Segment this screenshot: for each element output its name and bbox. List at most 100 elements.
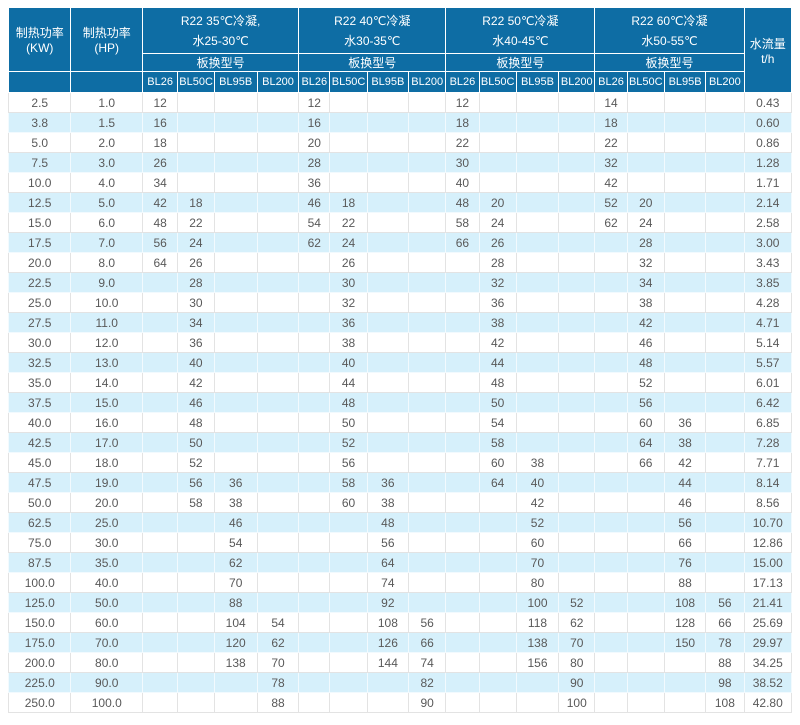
- model-value-cell: [663, 332, 707, 353]
- model-value-cell: 48: [478, 372, 517, 393]
- model-value-cell: [594, 552, 628, 573]
- model-value-cell: [141, 412, 179, 433]
- model-value-cell: 58: [445, 212, 480, 233]
- model-value-cell: 16: [298, 112, 331, 133]
- model-value-cell: [663, 132, 707, 153]
- model-value-cell: [558, 352, 596, 373]
- model-value-cell: 62: [298, 232, 331, 253]
- model-value-cell: 30: [329, 272, 368, 293]
- model-value-cell: [705, 212, 745, 233]
- model-value-cell: [141, 472, 179, 493]
- model-value-cell: 58: [329, 472, 368, 493]
- model-value-cell: [213, 252, 258, 273]
- model-value-cell: [515, 292, 560, 313]
- model-value-cell: [558, 152, 596, 173]
- table-row: 15.0 6.0 48 22 54 22 58 24 62 24 2.58: [7, 212, 793, 233]
- model-value-cell: 66: [705, 612, 745, 633]
- hp-cell: 12.0: [70, 332, 143, 353]
- model-value-cell: 66: [408, 632, 447, 653]
- model-value-cell: [705, 472, 745, 493]
- kw-cell: 3.8: [7, 112, 72, 133]
- model-value-cell: [705, 532, 745, 553]
- model-value-cell: [445, 472, 480, 493]
- model-value-cell: [141, 372, 179, 393]
- model-value-cell: [298, 672, 331, 693]
- model-value-cell: [256, 292, 300, 313]
- model-value-cell: 66: [663, 532, 707, 553]
- model-value-cell: 36: [298, 172, 331, 193]
- model-value-cell: 16: [141, 112, 179, 133]
- model-value-cell: 38: [626, 292, 665, 313]
- model-value-cell: [478, 132, 517, 153]
- table-row: 45.0 18.0 52 56 60 38 66 42 7.71: [7, 452, 793, 473]
- subcol-bl26: BL26: [141, 71, 179, 93]
- table-row: 100.0 40.0 70 74 80 88 17.13: [7, 572, 793, 593]
- hp-cell: 100.0: [70, 692, 143, 713]
- flow-cell: 2.58: [743, 212, 793, 233]
- model-value-cell: [256, 92, 300, 113]
- model-value-cell: 92: [366, 592, 410, 613]
- table-row: 150.0 60.0 104 54 108 56 118 62 128 66 25.69: [7, 612, 793, 633]
- model-value-cell: [626, 112, 665, 133]
- model-value-cell: 44: [478, 352, 517, 373]
- hp-cell: 1.5: [70, 112, 143, 133]
- model-value-cell: [141, 292, 179, 313]
- model-value-cell: [445, 692, 480, 713]
- model-value-cell: [213, 332, 258, 353]
- model-value-cell: [594, 432, 628, 453]
- model-value-cell: [705, 172, 745, 193]
- kw-cell: 27.5: [7, 312, 72, 333]
- hp-cell: 9.0: [70, 272, 143, 293]
- flow-cell: 2.14: [743, 192, 793, 213]
- model-value-cell: [626, 152, 665, 173]
- model-value-cell: [298, 512, 331, 533]
- model-value-cell: [515, 152, 560, 173]
- table-row: 37.5 15.0 46 48 50 56 6.42: [7, 392, 793, 413]
- model-value-cell: [558, 452, 596, 473]
- model-value-cell: [366, 432, 410, 453]
- kw-cell: 7.5: [7, 152, 72, 173]
- model-value-cell: [594, 572, 628, 593]
- model-value-cell: 38: [366, 492, 410, 513]
- model-value-cell: [256, 452, 300, 473]
- kw-cell: 22.5: [7, 272, 72, 293]
- flow-cell: 21.41: [743, 592, 793, 613]
- model-value-cell: 58: [177, 492, 215, 513]
- model-value-cell: [298, 632, 331, 653]
- model-value-cell: [177, 132, 215, 153]
- model-value-cell: [478, 692, 517, 713]
- model-value-cell: [141, 572, 179, 593]
- model-value-cell: [445, 372, 480, 393]
- model-value-cell: [408, 332, 447, 353]
- model-value-cell: [515, 372, 560, 393]
- model-value-cell: [445, 392, 480, 413]
- model-value-cell: [705, 312, 745, 333]
- water-flow-header: 水流量t/h: [743, 7, 793, 93]
- model-value-cell: [329, 592, 368, 613]
- model-value-cell: [366, 292, 410, 313]
- model-value-cell: [213, 432, 258, 453]
- model-value-cell: [558, 332, 596, 353]
- model-value-cell: [663, 172, 707, 193]
- model-value-cell: [141, 352, 179, 373]
- kw-cell: 17.5: [7, 232, 72, 253]
- subcol-bl95b: BL95B: [213, 71, 258, 93]
- model-value-cell: 54: [298, 212, 331, 233]
- model-value-cell: [408, 412, 447, 433]
- model-value-cell: 36: [213, 472, 258, 493]
- model-value-cell: [515, 252, 560, 273]
- model-value-cell: [705, 572, 745, 593]
- model-value-cell: [515, 672, 560, 693]
- model-value-cell: 20: [626, 192, 665, 213]
- model-value-cell: [445, 452, 480, 473]
- model-value-cell: [298, 492, 331, 513]
- hp-cell: 17.0: [70, 432, 143, 453]
- model-value-cell: [515, 192, 560, 213]
- model-value-cell: [298, 612, 331, 633]
- model-value-cell: 48: [329, 392, 368, 413]
- model-value-cell: [408, 432, 447, 453]
- model-value-cell: [408, 292, 447, 313]
- model-value-cell: [408, 172, 447, 193]
- model-value-cell: [298, 472, 331, 493]
- flow-cell: 15.00: [743, 552, 793, 573]
